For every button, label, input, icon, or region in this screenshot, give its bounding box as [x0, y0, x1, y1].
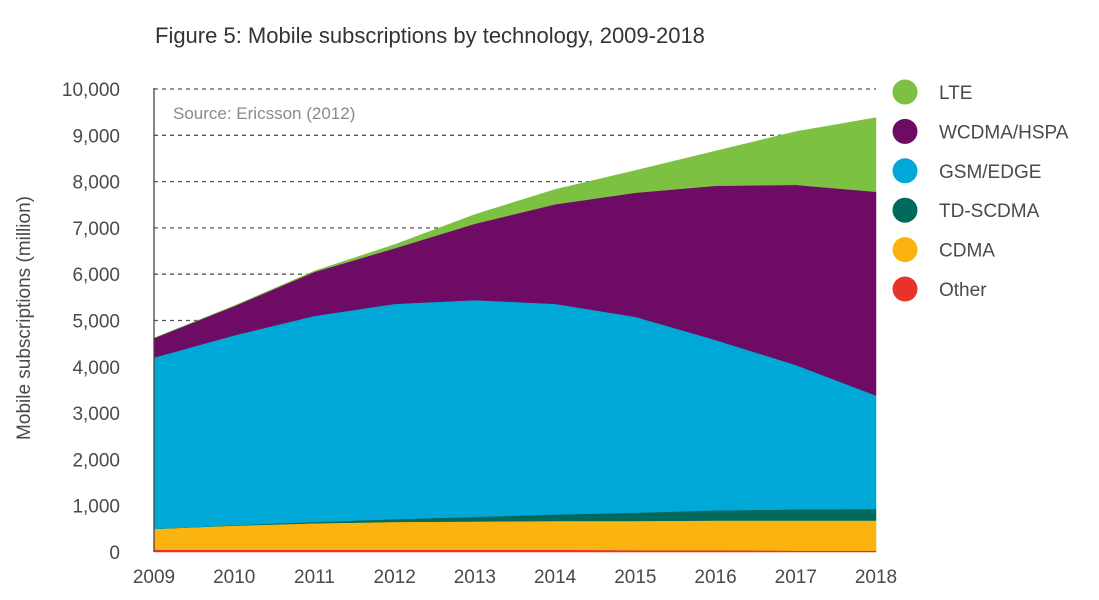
- y-tick-label: 2,000: [72, 450, 120, 471]
- x-tick-label: 2013: [454, 567, 496, 588]
- y-tick-label: 10,000: [62, 80, 120, 101]
- y-tick-label: 8,000: [72, 173, 120, 194]
- legend-swatch-gsm-edge: [892, 158, 918, 184]
- legend-swatch-td-scdma: [892, 197, 918, 223]
- chart-title: Figure 5: Mobile subscriptions by techno…: [155, 23, 705, 48]
- legend-swatch-lte: [892, 79, 918, 105]
- legend-label-lte: LTE: [939, 83, 972, 104]
- legend-label-other: Other: [939, 280, 987, 301]
- legend-label-td-scdma: TD-SCDMA: [939, 201, 1040, 222]
- legend-label-wcdma-hspa: WCDMA/HSPA: [939, 122, 1069, 143]
- y-tick-label: 0: [109, 543, 120, 564]
- x-tick-label: 2014: [534, 567, 577, 588]
- x-tick-label: 2017: [775, 567, 817, 588]
- legend-swatch-wcdma-hspa: [892, 118, 918, 144]
- x-tick-label: 2010: [213, 567, 255, 588]
- x-tick-label: 2018: [855, 567, 897, 588]
- legend-swatch-cdma: [892, 237, 918, 263]
- y-tick-label: 9,000: [72, 126, 120, 147]
- y-tick-label: 1,000: [72, 497, 120, 518]
- y-tick-label: 3,000: [72, 404, 120, 425]
- x-tick-label: 2012: [374, 567, 416, 588]
- legend-label-cdma: CDMA: [939, 241, 995, 262]
- y-tick-label: 6,000: [72, 265, 120, 286]
- area-lte: [153, 117, 877, 339]
- y-axis-label: Mobile subscriptions (million): [14, 196, 35, 440]
- x-tick-label: 2016: [694, 567, 736, 588]
- legend-swatch-other: [892, 276, 918, 302]
- y-tick-label: 5,000: [72, 312, 120, 333]
- y-tick-label: 7,000: [72, 219, 120, 240]
- x-tick-label: 2009: [133, 567, 175, 588]
- source-note: Source: Ericsson (2012): [173, 104, 355, 123]
- x-tick-label: 2011: [294, 567, 335, 588]
- legend-label-gsm-edge: GSM/EDGE: [939, 162, 1041, 183]
- y-tick-label: 4,000: [72, 358, 120, 379]
- x-tick-label: 2015: [614, 567, 656, 588]
